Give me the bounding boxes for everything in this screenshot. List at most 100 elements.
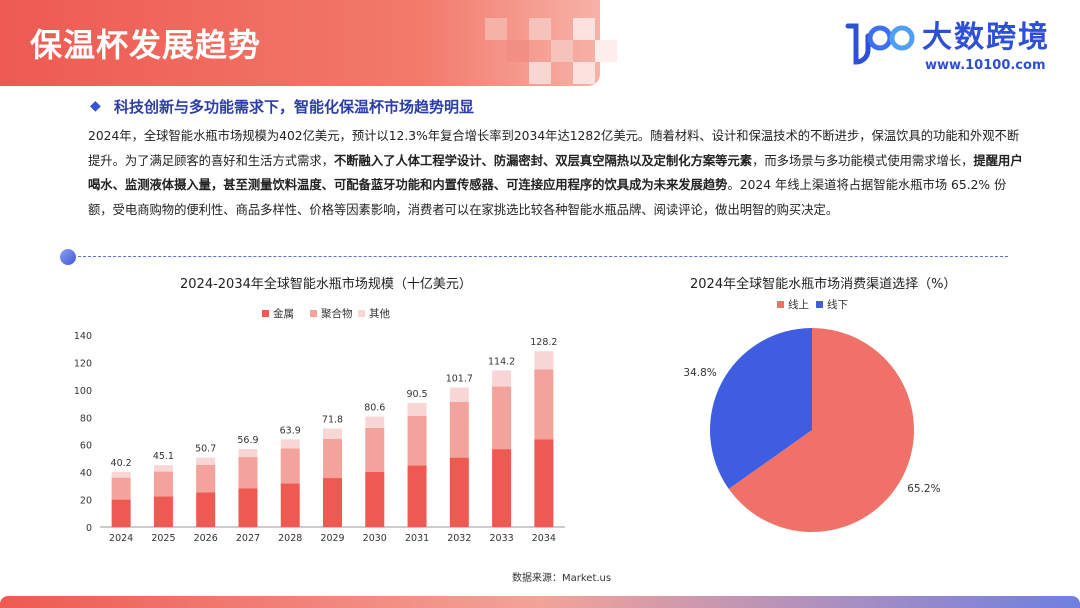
bar-2026-聚合物 bbox=[196, 464, 216, 493]
divider-dot bbox=[60, 249, 76, 265]
para-text-3: 。2024 年线上渠道将占据智能水瓶市场 65.2% 份额，受电商购物的便利性、… bbox=[88, 178, 1007, 217]
decor-square bbox=[573, 18, 595, 40]
decor-square bbox=[529, 62, 551, 84]
decor-square bbox=[573, 62, 595, 84]
bar-2034-金属 bbox=[534, 439, 554, 527]
bar-2030-聚合物 bbox=[365, 427, 385, 473]
bar-total-label: 50.7 bbox=[195, 443, 216, 454]
x-tick-label: 2027 bbox=[236, 533, 260, 544]
y-tick-label: 140 bbox=[74, 331, 92, 342]
legend-swatch bbox=[262, 310, 269, 317]
bar-total-label: 128.2 bbox=[530, 337, 557, 348]
bar-2027-聚合物 bbox=[238, 457, 258, 489]
bar-2030-金属 bbox=[365, 472, 385, 527]
bar-chart-legend: 金属 聚合物 其他 bbox=[262, 307, 390, 320]
bar-total-label: 114.2 bbox=[488, 356, 515, 367]
bar-2033-金属 bbox=[492, 449, 512, 527]
x-tick-label: 2029 bbox=[320, 533, 344, 544]
bar-2031-聚合物 bbox=[407, 415, 427, 466]
bar-2029-其他 bbox=[323, 428, 342, 439]
y-tick-label: 120 bbox=[74, 358, 92, 369]
bar-2032-金属 bbox=[449, 457, 469, 527]
y-tick-label: 100 bbox=[74, 386, 92, 397]
x-tick-label: 2032 bbox=[447, 533, 471, 544]
bar-2028-其他 bbox=[280, 439, 300, 449]
bar-total-label: 45.1 bbox=[153, 451, 174, 462]
legend-swatch bbox=[777, 301, 784, 308]
x-tick-label: 2026 bbox=[194, 533, 218, 544]
bar-total-label: 56.9 bbox=[237, 435, 258, 446]
pie-chart-marks: 65.2% 34.8% bbox=[683, 328, 941, 532]
bar-2025-其他 bbox=[153, 465, 173, 472]
pie-value-label: 34.8% bbox=[683, 367, 716, 379]
bar-2026-金属 bbox=[196, 492, 216, 527]
logo-url: www.10100.com bbox=[925, 58, 1046, 73]
bar-2025-聚合物 bbox=[153, 471, 173, 497]
legend-label: 线上 bbox=[788, 298, 809, 311]
pie-slice-线上 bbox=[728, 328, 914, 532]
pie-chart: 线上 线下 65.2% 34.8% bbox=[683, 298, 941, 532]
section-subheading: 科技创新与多功能需求下，智能化保温杯市场趋势明显 bbox=[114, 98, 475, 116]
x-tick-label: 2025 bbox=[151, 533, 175, 544]
logo-mark-text: 100 bbox=[842, 16, 844, 17]
pie-chart-title: 2024年全球智能水瓶市场消费渠道选择（%） bbox=[690, 277, 957, 292]
section-divider bbox=[68, 256, 1008, 257]
y-tick-label: 60 bbox=[80, 441, 92, 452]
body-paragraph: 2024年，全球智能水瓶市场规模为402亿美元，预计以12.3%年复合增长率到2… bbox=[88, 124, 1028, 222]
pie-chart-legend: 线上 线下 bbox=[777, 298, 848, 311]
decor-square bbox=[485, 18, 507, 40]
legend-label: 线下 bbox=[827, 298, 848, 311]
legend-swatch bbox=[358, 310, 365, 317]
data-source: 数据来源：Market.us bbox=[512, 573, 612, 584]
y-tick-label: 40 bbox=[80, 468, 92, 479]
bar-2028-聚合物 bbox=[280, 448, 300, 484]
bar-total-label: 71.8 bbox=[322, 415, 343, 426]
decor-square bbox=[551, 40, 573, 62]
logo-mark: 100 bbox=[842, 16, 915, 65]
bar-2024-其他 bbox=[111, 471, 131, 478]
para-text-1: 2024年，全球智能水瓶市场规模为402亿美元，预计以12.3%年复合增长率到2… bbox=[88, 129, 1020, 168]
bar-2032-其他 bbox=[449, 387, 469, 402]
y-tick-label: 80 bbox=[80, 413, 92, 424]
bar-2025-金属 bbox=[153, 496, 173, 527]
pie-value-label: 65.2% bbox=[907, 483, 940, 495]
bar-2030-其他 bbox=[365, 416, 385, 428]
bar-2031-其他 bbox=[407, 402, 427, 416]
bar-chart-marks: 40.2 45.1 50.7 56.9 63.9 71.8 80.6 90.5 101.7 114… bbox=[111, 337, 557, 527]
legend-label: 聚合物 bbox=[321, 307, 353, 320]
bar-total-label: 101.7 bbox=[446, 374, 473, 385]
bar-total-label: 40.2 bbox=[111, 458, 132, 469]
bar-2031-金属 bbox=[407, 465, 427, 527]
para-text-2: ，而多场景与多功能模式使用需求增长， bbox=[752, 153, 974, 168]
decor-square bbox=[595, 40, 617, 62]
para-bold-1: 不断融入了人体工程学设计、防漏密封、双层真空隔热以及定制化方案等元素 bbox=[333, 153, 753, 168]
logo-text: 大数跨境 bbox=[922, 20, 1050, 55]
diamond-icon: ◆ bbox=[90, 98, 101, 114]
legend-swatch bbox=[816, 301, 823, 308]
bar-2029-金属 bbox=[323, 478, 342, 527]
y-tick-label: 0 bbox=[86, 523, 92, 534]
bar-total-label: 90.5 bbox=[406, 389, 427, 400]
decor-square bbox=[529, 18, 551, 40]
x-tick-label: 2034 bbox=[532, 533, 556, 544]
pie-slice-线下 bbox=[710, 328, 812, 489]
bar-2033-聚合物 bbox=[492, 386, 512, 450]
bar-chart-title: 2024-2034年全球智能水瓶市场规模（十亿美元） bbox=[180, 277, 472, 292]
footer-band bbox=[0, 596, 1080, 608]
legend-label: 其他 bbox=[369, 307, 390, 320]
legend-label: 金属 bbox=[273, 307, 294, 320]
bar-2024-聚合物 bbox=[111, 477, 131, 500]
bar-total-label: 63.9 bbox=[280, 425, 301, 436]
bar-2034-其他 bbox=[534, 351, 554, 370]
para-bold-2: 提醒用户喝水、监测液体摄入量，甚至测量饮料温度、可配备蓝牙功能和内置传感器、可连… bbox=[88, 153, 1023, 193]
bar-2027-其他 bbox=[238, 448, 258, 458]
header-band bbox=[0, 0, 600, 86]
bar-2024-金属 bbox=[111, 499, 131, 527]
x-tick-label: 2030 bbox=[363, 533, 387, 544]
bar-2026-其他 bbox=[196, 457, 216, 465]
bar-2033-其他 bbox=[492, 370, 512, 387]
x-tick-label: 2028 bbox=[278, 533, 302, 544]
y-tick-label: 20 bbox=[80, 496, 92, 507]
bar-2029-聚合物 bbox=[323, 438, 342, 479]
page-title: 保温杯发展趋势 bbox=[30, 26, 262, 64]
